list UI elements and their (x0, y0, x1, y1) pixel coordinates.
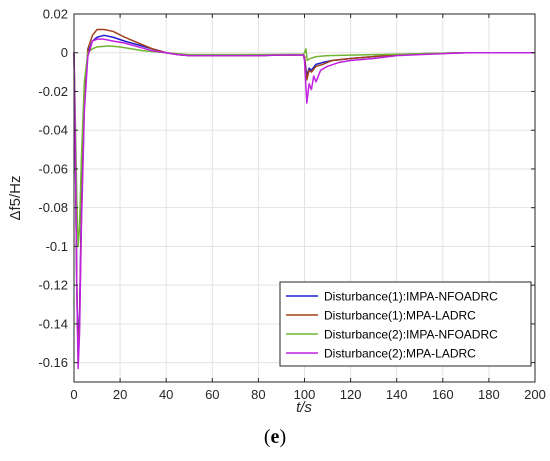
y-tick-label: -0.12 (38, 278, 68, 293)
x-tick-label: 100 (294, 387, 316, 402)
x-axis-label: t/s (296, 399, 312, 416)
panel-label: (e) (263, 426, 287, 448)
x-tick-label: 160 (432, 387, 454, 402)
series-line-4 (73, 38, 535, 370)
y-tick-label: 0.02 (43, 7, 68, 22)
y-tick-label: -0.02 (38, 84, 68, 99)
y-tick-label: -0.06 (38, 161, 68, 176)
y-tick-label: 0 (61, 45, 68, 60)
panel-letter: e (270, 426, 280, 448)
y-tick-label: -0.1 (46, 239, 68, 254)
x-tick-label: 200 (524, 387, 546, 402)
x-tick-label: 180 (478, 387, 500, 402)
y-tick-label: -0.04 (38, 123, 68, 138)
x-tick-label: 60 (205, 387, 219, 402)
x-tick-label: 140 (386, 387, 408, 402)
series-layer (73, 28, 535, 370)
legend-label: Disturbance(1):MPA-LADRC (324, 309, 476, 323)
legend-box (279, 281, 532, 367)
x-tick-label: 0 (70, 387, 77, 402)
y-tick-label: -0.16 (38, 355, 68, 370)
axis-ticks: 0 20 40 60 80 100 120 140 160 180 200 0.02 0 -0.02 -0.… (38, 7, 545, 403)
line-chart: 0 20 40 60 80 100 120 140 160 180 200 0.02 0 -0.02 -0.… (7, 7, 546, 417)
legend-label: Disturbance(1):IMPA-NFOADRC (324, 290, 498, 304)
x-tick-label: 40 (159, 387, 173, 402)
y-axis-label: Δf5/Hz (7, 175, 24, 220)
y-tick-label: -0.14 (38, 316, 68, 331)
x-tick-label: 120 (340, 387, 362, 402)
legend-label: Disturbance(2):MPA-LADRC (324, 347, 476, 361)
x-tick-label: 20 (113, 387, 127, 402)
legend: Disturbance(1):IMPA-NFOADRC Disturbance(1… (279, 281, 532, 367)
legend-label: Disturbance(2):IMPA-NFOADRC (324, 328, 498, 342)
x-tick-label: 80 (251, 387, 265, 402)
y-tick-label: -0.08 (38, 200, 68, 215)
